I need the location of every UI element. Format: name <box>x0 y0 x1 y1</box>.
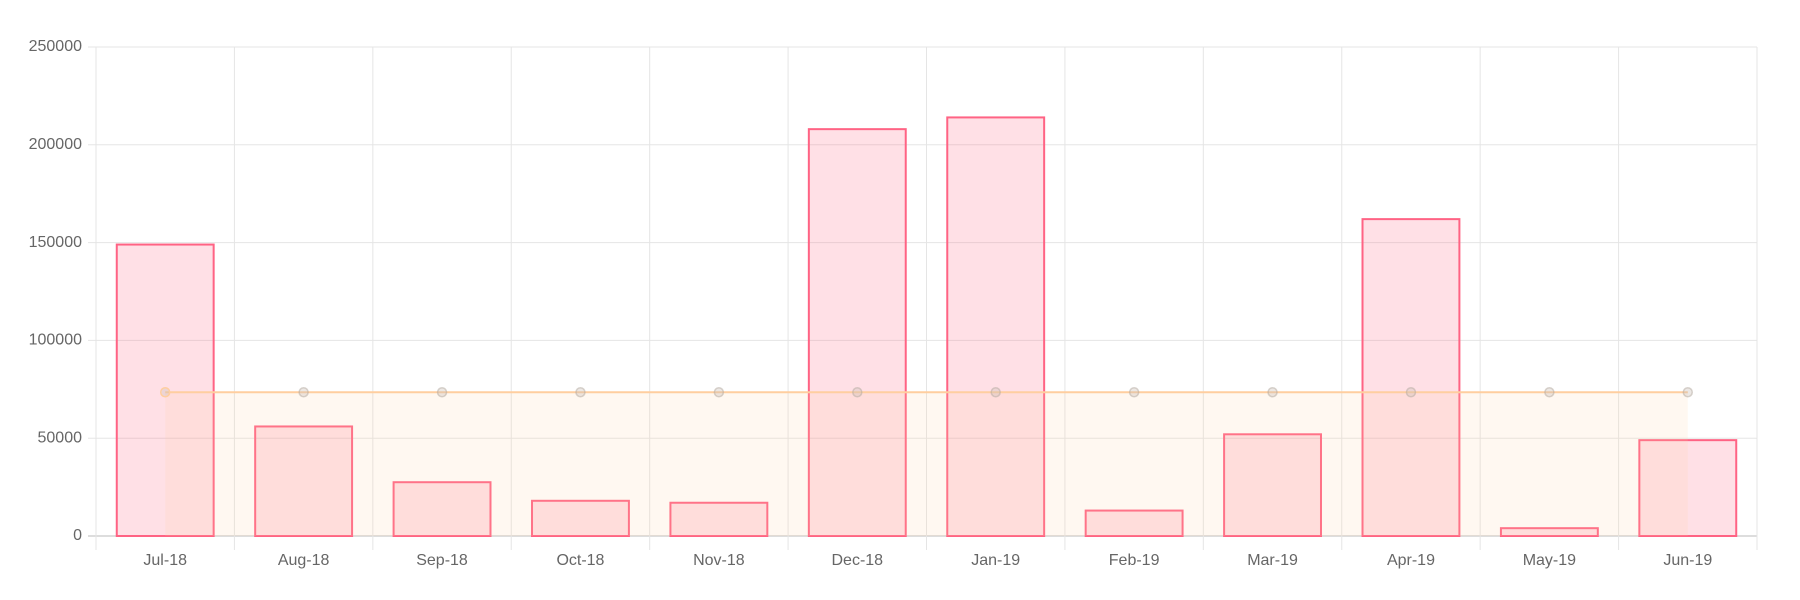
x-tick-label: May-19 <box>1523 552 1576 569</box>
line-point <box>436 386 448 398</box>
line-point <box>159 386 171 398</box>
y-tick-label: 100000 <box>29 332 82 349</box>
line-point <box>575 386 586 398</box>
y-tick-label: 200000 <box>29 136 82 153</box>
x-tick-label: Feb-19 <box>1109 552 1160 569</box>
bar <box>1638 439 1738 538</box>
x-tick-label: Mar-19 <box>1247 552 1298 569</box>
y-tick-label: 150000 <box>29 234 82 251</box>
bar <box>1084 509 1184 537</box>
x-tick-label: Jun-19 <box>1663 552 1712 569</box>
line-point <box>1682 386 1694 398</box>
x-tick-label: Jul-18 <box>143 552 187 569</box>
x-tick-label: Dec-18 <box>832 552 884 569</box>
line-point <box>1544 386 1555 398</box>
line-point <box>852 386 863 398</box>
line-point <box>990 386 1001 398</box>
x-tick-label: Nov-18 <box>693 552 745 569</box>
bar <box>1499 527 1599 538</box>
bar <box>1361 218 1461 538</box>
x-tick-label: Oct-18 <box>556 552 604 569</box>
bar <box>392 481 492 537</box>
y-tick-label: 0 <box>73 527 82 544</box>
line-point <box>713 386 725 398</box>
line-point <box>1128 386 1140 398</box>
line-point <box>1405 386 1417 398</box>
bar <box>531 499 630 537</box>
bar <box>254 425 354 537</box>
bar <box>115 243 215 537</box>
line-point <box>1267 386 1278 398</box>
bar <box>1223 433 1322 537</box>
bar <box>807 128 907 537</box>
x-tick-label: Aug-18 <box>278 552 330 569</box>
x-tick-label: Sep-18 <box>416 552 468 569</box>
y-tick-label: 50000 <box>38 429 83 446</box>
x-tick-label: Apr-19 <box>1387 552 1435 569</box>
bar <box>946 116 1046 538</box>
bar <box>669 501 769 537</box>
line-point <box>298 386 309 398</box>
y-tick-label: 250000 <box>29 38 82 55</box>
x-tick-label: Jan-19 <box>971 552 1020 569</box>
area <box>165 392 1688 536</box>
